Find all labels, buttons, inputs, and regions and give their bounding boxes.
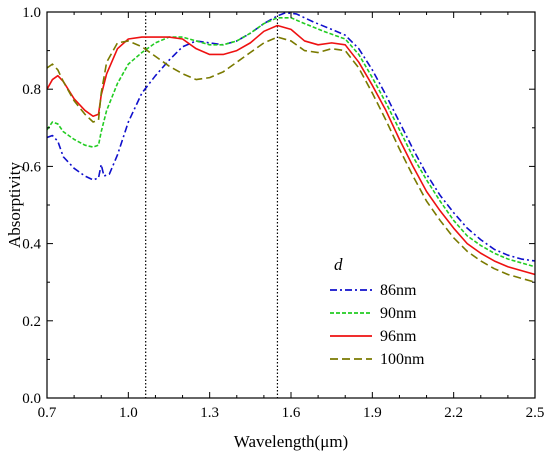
legend-title: d [334,255,343,274]
x-tick-label: 2.2 [444,405,463,421]
legend: d 86nm 90nm 96nm 100nm [330,255,425,368]
y-tick-label: 0.4 [22,237,41,253]
legend-label-100nm: 100nm [380,351,425,368]
y-tick-label: 0.0 [22,391,41,407]
x-tick-label: 1.6 [282,405,301,421]
y-tick-label: 0.8 [22,82,41,98]
x-tick-label: 2.5 [526,405,545,421]
x-tick-label: 1.3 [200,405,219,421]
legend-label-96nm: 96nm [380,328,417,345]
series-line-90nm [47,16,535,268]
x-axis-title: Wavelength(μm) [234,432,348,451]
y-tick-label: 1.0 [22,5,41,21]
x-tick-label: 1.9 [363,405,382,421]
series-line-100nm [47,36,535,283]
y-tick-label: 0.6 [22,159,41,175]
legend-label-86nm: 86nm [380,282,417,299]
plot-frame [46,11,536,399]
series-line-86nm [47,12,535,262]
series-line-96nm [47,24,535,276]
x-tick-label: 1.0 [119,405,138,421]
y-tick-label: 0.2 [22,314,41,330]
y-axis-title: Absorptivity [5,162,24,248]
legend-label-90nm: 90nm [380,305,417,322]
x-tick-label: 0.7 [38,405,57,421]
